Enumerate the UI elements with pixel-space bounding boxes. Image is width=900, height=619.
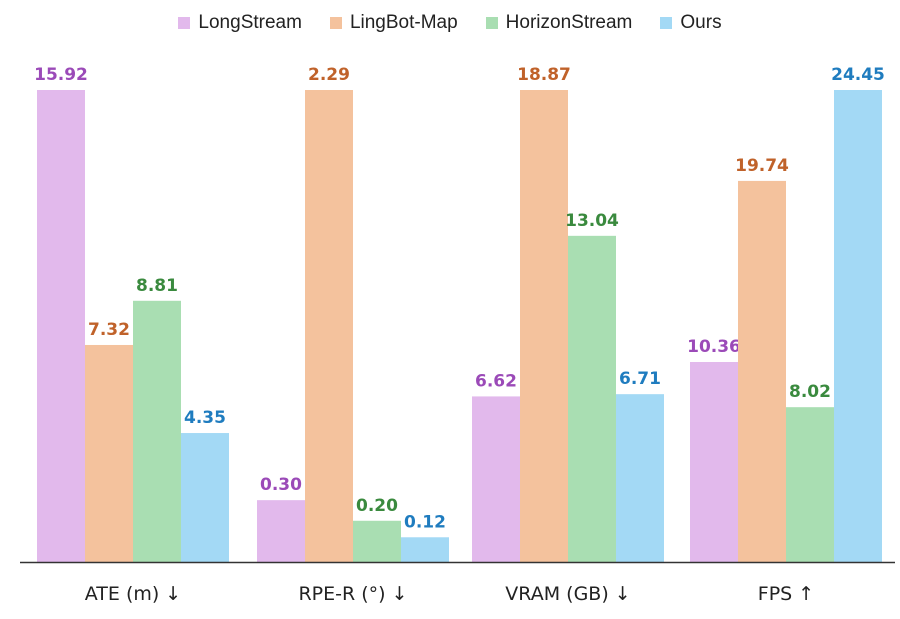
bar (257, 500, 305, 562)
data-label: 8.02 (789, 382, 831, 402)
bar (520, 90, 568, 562)
data-label: 6.71 (619, 369, 661, 389)
bar (85, 344, 133, 562)
bar (834, 90, 882, 562)
data-label: 2.29 (308, 65, 350, 85)
bar (472, 396, 520, 562)
legend-label: Ours (680, 12, 722, 33)
legend-item: Ours (660, 12, 722, 34)
data-label: 18.87 (517, 65, 571, 85)
legend-label: LingBot-Map (349, 12, 458, 33)
category-label: RPE-R (°) ↓ (298, 583, 407, 605)
bar (133, 300, 181, 562)
category-label: VRAM (GB) ↓ (505, 583, 630, 605)
legend-swatch (660, 17, 673, 29)
data-label: 0.30 (260, 475, 302, 495)
data-label: 13.04 (565, 211, 619, 231)
bar (305, 90, 353, 562)
legend-swatch (485, 17, 498, 29)
legend-item: LingBot-Map (329, 12, 458, 34)
data-label: 19.74 (735, 156, 789, 176)
bar (568, 235, 616, 562)
legend: LongStream LingBot-Map HorizonStream Ours (0, 12, 900, 34)
bar (401, 537, 449, 562)
data-label: 6.62 (475, 371, 517, 391)
data-label: 7.32 (88, 320, 130, 340)
legend-label: LongStream (198, 12, 302, 33)
bar (181, 433, 229, 562)
legend-item: HorizonStream (485, 12, 633, 34)
bar (616, 394, 664, 562)
legend-swatch (329, 17, 342, 29)
bar (738, 180, 786, 562)
bar (786, 407, 834, 562)
data-label: 10.36 (687, 337, 741, 357)
category-label: ATE (m) ↓ (85, 583, 181, 605)
data-label: 24.45 (831, 65, 885, 85)
data-label: 0.20 (356, 496, 398, 516)
legend-swatch (178, 17, 191, 29)
data-label: 8.81 (136, 276, 178, 296)
bar (353, 520, 401, 562)
bar (690, 362, 738, 562)
legend-item: LongStream (178, 12, 302, 34)
category-label: FPS ↑ (758, 583, 814, 605)
legend-label: HorizonStream (505, 12, 633, 33)
data-label: 0.12 (404, 512, 446, 532)
data-label: 15.92 (34, 65, 88, 85)
bar (37, 90, 85, 562)
data-label: 4.35 (184, 408, 226, 428)
